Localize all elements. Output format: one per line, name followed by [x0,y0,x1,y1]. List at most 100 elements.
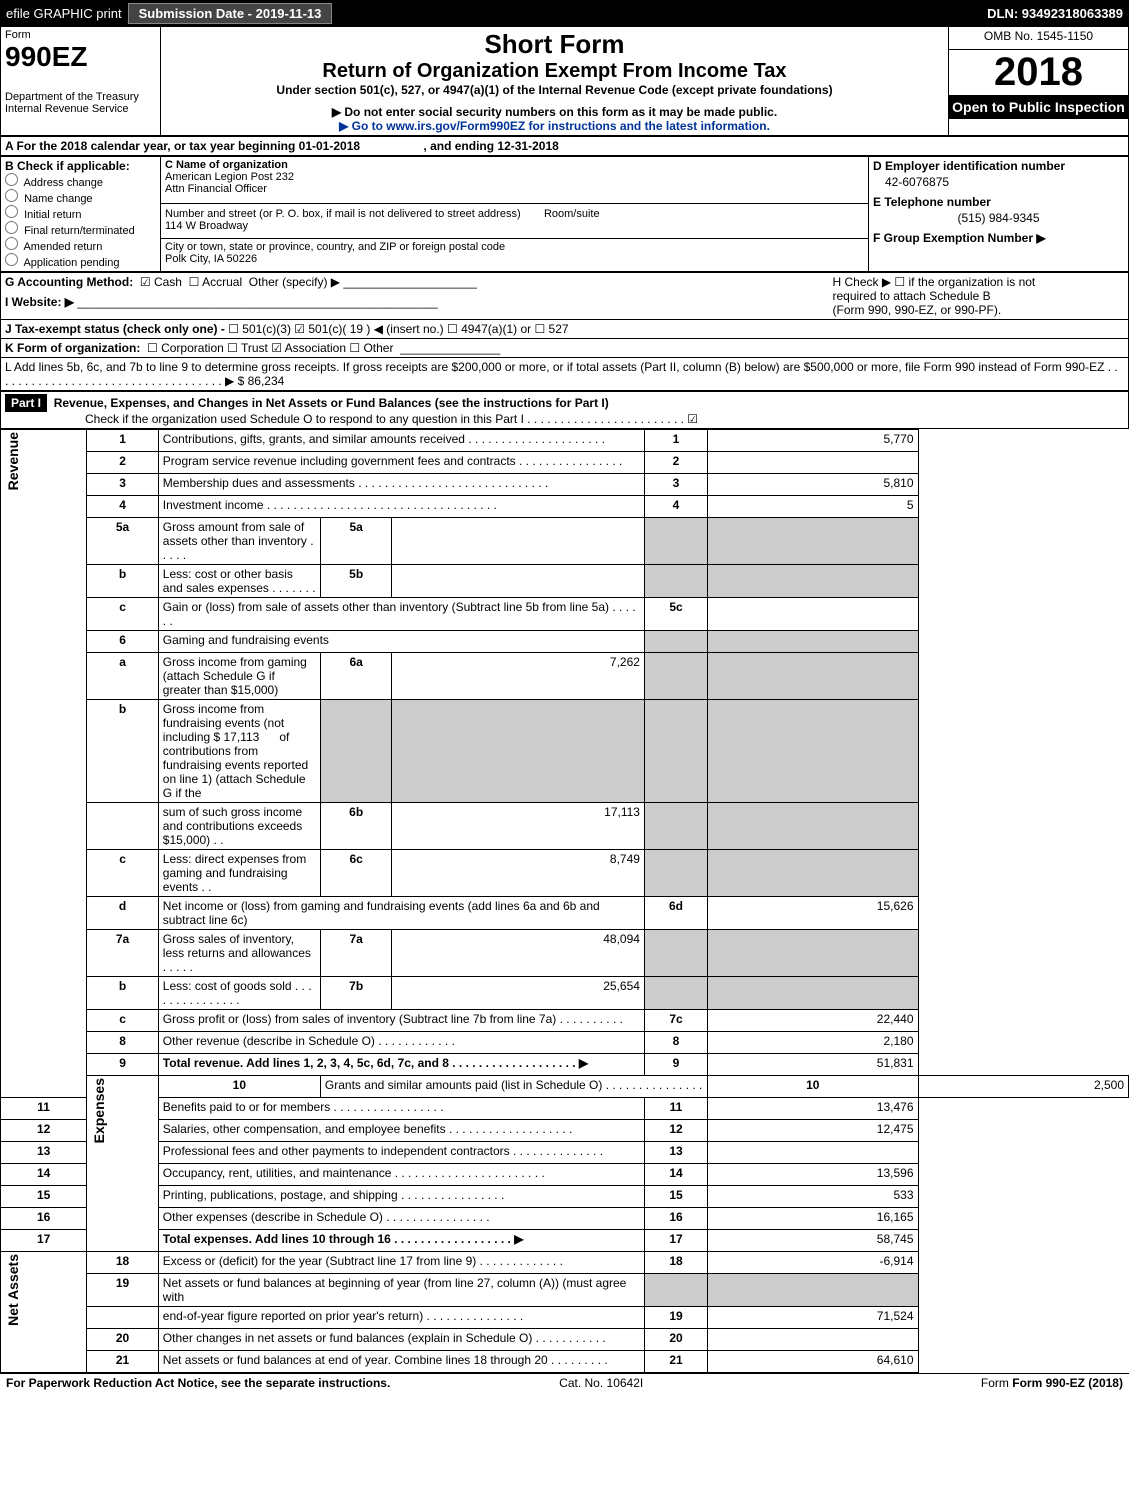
check-name-change[interactable]: Name change [5,189,156,205]
shaded-cell [644,700,707,803]
line-7c-text: Gross profit or (loss) from sales of inv… [158,1010,644,1032]
check-application-pending[interactable]: Application pending [5,253,156,269]
line-7b-mv: 25,654 [392,977,645,1010]
line-19-amt: 71,524 [708,1307,918,1329]
phone-value: (515) 984-9345 [873,209,1124,231]
line-17-text: Total expenses. Add lines 10 through 16 … [158,1230,644,1252]
line-11-text: Benefits paid to or for members . . . . … [158,1098,644,1120]
efile-label: efile GRAPHIC print [0,6,128,21]
line-a-ending: , and ending 12-31-2018 [423,139,558,153]
box-c-name-label: C Name of organization [165,159,864,171]
shaded-cell [644,803,707,850]
expenses-section-label: Expenses [87,1076,159,1252]
line-16-amt: 16,165 [708,1208,918,1230]
line-20-no: 20 [87,1329,159,1351]
line-13-amt [708,1142,918,1164]
submission-date-button[interactable]: Submission Date - 2019-11-13 [128,3,333,24]
line-6c-mn: 6c [320,850,392,897]
line-6-text: Gaming and fundraising events [158,631,644,653]
shaded-cell [708,1274,918,1307]
shaded-cell [320,700,392,803]
box-e-label: E Telephone number [873,195,1124,209]
line-6a-mn: 6a [320,653,392,700]
line-18-no: 18 [87,1252,159,1274]
part1-header: Part I Revenue, Expenses, and Changes in… [0,391,1129,429]
line-17-rn: 17 [644,1230,707,1252]
line-20-text: Other changes in net assets or fund bala… [158,1329,644,1351]
line-4-no: 4 [87,496,159,518]
shaded-cell [644,930,707,977]
footer-right: Form Form 990-EZ (2018) [981,1376,1123,1390]
line-6c-mv: 8,749 [392,850,645,897]
check-final-return[interactable]: Final return/terminated [5,221,156,237]
part1-badge: Part I [5,394,47,412]
line-2-no: 2 [87,452,159,474]
check-initial-return[interactable]: Initial return [5,205,156,221]
shaded-cell [708,518,918,565]
accrual-option[interactable]: Accrual [202,275,242,289]
line-21-rn: 21 [644,1351,707,1373]
line-13-rn: 13 [644,1142,707,1164]
shaded-cell [644,518,707,565]
line-14-rn: 14 [644,1164,707,1186]
line-21-text: Net assets or fund balances at end of ye… [158,1351,644,1373]
city-label: City or town, state or province, country… [165,241,864,253]
line-6b-no: b [87,700,159,803]
part1-table: Revenue 1 Contributions, gifts, grants, … [0,429,1129,1373]
line-3-amt: 5,810 [708,474,918,496]
line-7a-mn: 7a [320,930,392,977]
goto-link[interactable]: ▶ Go to www.irs.gov/Form990EZ for instru… [165,119,944,133]
line-10-no: 10 [158,1076,320,1098]
line-6d-no: d [87,897,159,930]
line-6a-no: a [87,653,159,700]
line-6b-mn: 6b [320,803,392,850]
line-16-text: Other expenses (describe in Schedule O) … [158,1208,644,1230]
line-11-rn: 11 [644,1098,707,1120]
line-j-options[interactable]: ☐ 501(c)(3) ☑ 501(c)( 19 ) ◀ (insert no.… [228,322,568,336]
line-h-2: required to attach Schedule B [833,289,1125,303]
org-name: American Legion Post 232 [165,171,864,183]
page-footer: For Paperwork Reduction Act Notice, see … [0,1373,1129,1392]
line-6d-text: Net income or (loss) from gaming and fun… [158,897,644,930]
line-5c-no: c [87,598,159,631]
open-public-box: Open to Public Inspection [949,95,1128,119]
line-15-amt: 533 [708,1186,918,1208]
revenue-section-label: Revenue [1,430,87,1098]
line-1-no: 1 [87,430,159,452]
line-7c-amt: 22,440 [708,1010,918,1032]
line-15-rn: 15 [644,1186,707,1208]
line-7b-mn: 7b [320,977,392,1010]
line-6c-text: Less: direct expenses from gaming and fu… [158,850,320,897]
line-7a-mv: 48,094 [392,930,645,977]
line-k-options[interactable]: ☐ Corporation ☐ Trust ☑ Association ☐ Ot… [147,341,393,355]
line-17-amt: 58,745 [708,1230,918,1252]
shaded-cell [644,850,707,897]
line-12-text: Salaries, other compensation, and employ… [158,1120,644,1142]
line-10-rn: 10 [708,1076,918,1098]
line-4-text: Investment income . . . . . . . . . . . … [158,496,644,518]
dln-label: DLN: 93492318063389 [987,6,1129,21]
line-1-text: Contributions, gifts, grants, and simila… [158,430,644,452]
line-10-amt: 2,500 [918,1076,1129,1098]
line-12-amt: 12,475 [708,1120,918,1142]
check-address-change[interactable]: Address change [5,173,156,189]
footer-left: For Paperwork Reduction Act Notice, see … [6,1376,390,1390]
part1-heading: Revenue, Expenses, and Changes in Net As… [54,396,609,410]
other-option[interactable]: Other (specify) ▶ [249,275,340,289]
dept-label: Department of the Treasury [5,91,156,103]
lines-g-to-l: G Accounting Method: ☑ Cash ☐ Accrual Ot… [0,272,1129,391]
line-13-no: 13 [1,1142,87,1164]
irs-link[interactable]: ▶ Go to www.irs.gov/Form990EZ for instru… [339,119,770,133]
line-16-rn: 16 [644,1208,707,1230]
shaded-cell [708,700,918,803]
line-l-text: L Add lines 5b, 6c, and 7b to line 9 to … [1,358,1129,391]
subtitle: Return of Organization Exempt From Incom… [165,60,944,83]
line-9-amt: 51,831 [708,1054,918,1076]
footer-mid: Cat. No. 10642I [559,1376,643,1390]
line-1-rn: 1 [644,430,707,452]
check-amended-return[interactable]: Amended return [5,237,156,253]
line-13-text: Professional fees and other payments to … [158,1142,644,1164]
omb-number: OMB No. 1545-1150 [949,27,1129,50]
cash-option[interactable]: Cash [154,275,182,289]
shaded-cell [708,631,918,653]
